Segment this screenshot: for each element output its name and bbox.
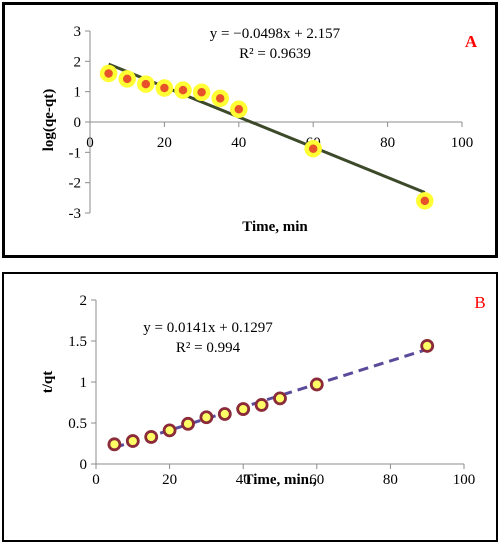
x-tick-label: 100 xyxy=(451,135,474,151)
data-point xyxy=(162,423,177,438)
data-point xyxy=(181,416,195,431)
data-point xyxy=(199,410,214,425)
trendline xyxy=(108,62,426,194)
data-point xyxy=(174,81,192,99)
data-point xyxy=(309,377,324,392)
x-tick-label: 40 xyxy=(236,472,251,488)
y-tick-label: 2 xyxy=(74,54,82,70)
data-point xyxy=(107,437,122,452)
y-tick-label: 0.5 xyxy=(68,416,87,432)
trendline-equation: y = 0.0141x + 0.1297 xyxy=(143,320,273,336)
y-axis-title: t/qt xyxy=(40,371,56,394)
data-point xyxy=(230,100,248,119)
x-tick-label: 0 xyxy=(86,135,94,151)
data-point xyxy=(125,434,140,448)
x-tick-label: 80 xyxy=(380,135,395,151)
y-axis-title: log(qe-qt) xyxy=(41,89,57,152)
x-axis-title: Time, min., xyxy=(243,472,316,488)
data-point xyxy=(192,83,211,102)
y-tick-label: 0 xyxy=(80,457,88,473)
data-point xyxy=(236,402,251,416)
x-tick-label: 0 xyxy=(92,472,100,488)
r-squared-label: R² = 0.9639 xyxy=(239,46,311,62)
y-tick-label: 1.5 xyxy=(68,334,87,350)
x-tick-label: 40 xyxy=(231,135,246,151)
panel-label: B xyxy=(474,293,485,312)
x-tick-label: 100 xyxy=(453,472,476,488)
y-tick-label: 0 xyxy=(74,115,82,131)
data-point xyxy=(99,64,118,83)
kinetics-chart-a: -3-2-10123020406080100Time, minlog(qe-qt… xyxy=(41,24,478,235)
y-tick-label: 1 xyxy=(80,375,88,391)
trendline xyxy=(113,347,428,450)
data-point xyxy=(211,89,229,108)
data-point xyxy=(420,339,435,353)
data-point xyxy=(304,139,322,158)
y-tick-label: 2 xyxy=(80,293,88,309)
data-point xyxy=(144,430,159,444)
x-axis-title: Time, min xyxy=(242,219,308,235)
data-point xyxy=(254,398,269,412)
chart-panel-b: 0 0.5 1 1.5 2 0 20 40 60 80 100 Time, min., t/qt y = … xyxy=(2,272,498,542)
x-tick-label: 60 xyxy=(309,472,324,488)
chart-panel-a: -3-2-10123020406080100Time, minlog(qe-qt… xyxy=(2,2,498,258)
r-squared-label: R² = 0.994 xyxy=(176,340,241,356)
y-tick-label: -3 xyxy=(69,206,82,222)
trendline-equation: y = −0.0498x + 2.157 xyxy=(210,26,341,42)
data-point xyxy=(273,391,287,406)
x-tick-label: 20 xyxy=(157,135,172,151)
data-point xyxy=(118,70,136,88)
data-point xyxy=(217,407,232,421)
y-tick-label: -1 xyxy=(69,145,82,161)
y-tick-label: -2 xyxy=(69,176,82,192)
data-point xyxy=(155,79,174,97)
x-tick-label: 80 xyxy=(383,472,398,488)
y-tick-label: 1 xyxy=(74,85,82,101)
y-tick-label: 3 xyxy=(74,24,82,40)
x-tick-label: 20 xyxy=(162,472,177,488)
data-point xyxy=(137,75,155,93)
data-point xyxy=(416,192,434,210)
panel-label: A xyxy=(465,32,478,51)
